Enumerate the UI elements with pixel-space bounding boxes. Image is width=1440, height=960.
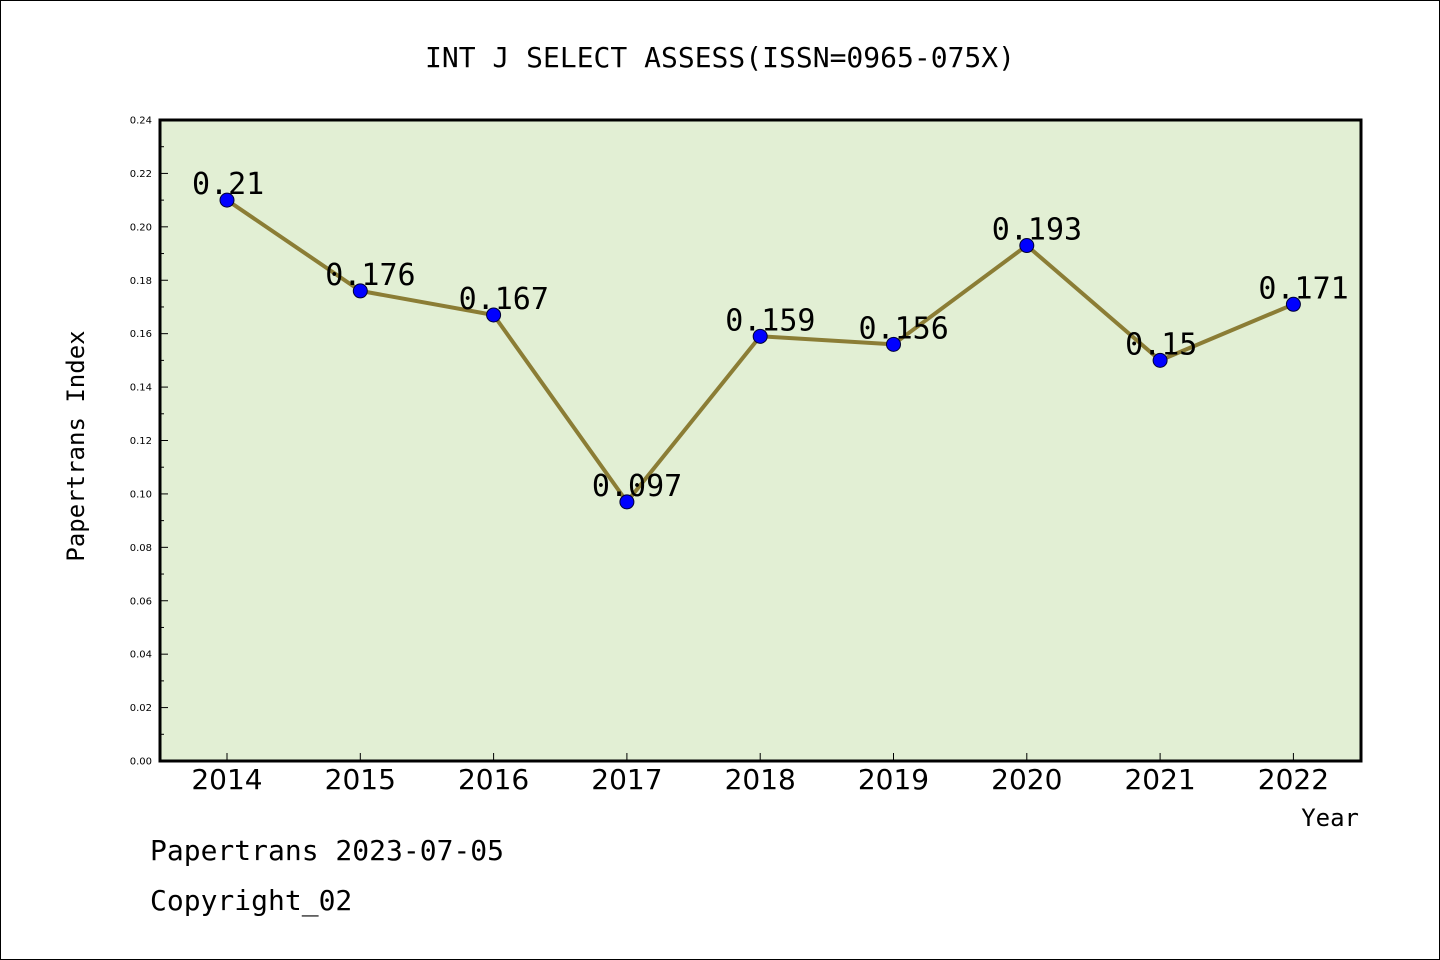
data-label: 0.156 [859, 311, 949, 346]
x-tick-label: 2018 [725, 763, 796, 796]
data-label: 0.159 [725, 303, 815, 338]
data-point [1019, 238, 1035, 254]
data-label: 0.176 [325, 258, 415, 293]
x-tick-label: 2021 [1124, 763, 1195, 796]
x-tick-label: 2017 [591, 763, 662, 796]
x-tick-label: 2015 [325, 763, 396, 796]
data-label: 0.097 [592, 469, 682, 504]
data-label: 0.21 [192, 167, 264, 202]
x-tick-label: 2014 [191, 763, 262, 796]
y-tick-label: 0.08 [130, 543, 152, 554]
data-label: 0.193 [992, 213, 1082, 248]
y-tick-label: 0.04 [130, 650, 152, 661]
x-tick-label: 2020 [991, 763, 1062, 796]
data-point [752, 328, 768, 344]
data-point [1285, 296, 1301, 312]
series-markers [219, 192, 1301, 510]
y-tick-label: 0.24 [130, 116, 152, 127]
y-tick-label: 0.02 [130, 703, 152, 714]
x-tick-label: 2016 [458, 763, 529, 796]
plot-area [158, 118, 1363, 763]
y-tick-label: 0.16 [130, 329, 152, 340]
data-point [486, 307, 502, 323]
y-tick-label: 0.12 [130, 436, 152, 447]
data-point [1152, 352, 1168, 368]
y-tick-label: 0.10 [130, 489, 152, 500]
footer-copyright: Copyright_02 [150, 884, 353, 917]
y-axis-label: Papertrans Index [62, 330, 90, 561]
footer-date: Papertrans 2023-07-05 [150, 834, 505, 867]
data-point [886, 336, 901, 352]
y-tick-label: 0.00 [130, 757, 152, 768]
y-tick-label: 0.14 [130, 383, 152, 394]
y-axis: 0.00 0.02 0.04 0.06 0.08 0.10 0.12 0.14 0.16 0.18… [130, 116, 168, 768]
x-tick-label: 2022 [1258, 763, 1329, 796]
data-point [219, 192, 235, 208]
y-tick-label: 0.20 [130, 222, 152, 233]
chart-title: INT J SELECT ASSESS(ISSN=0965-075X) [425, 41, 1015, 74]
data-point [619, 494, 635, 510]
y-tick-label: 0.06 [130, 596, 152, 607]
x-tick-label: 2019 [858, 763, 929, 796]
data-label: 0.167 [459, 282, 549, 317]
x-axis-label: Year [1301, 804, 1359, 832]
data-labels: 0.21 0.176 0.167 0.097 0.159 0.156 0.193 0.15 0.… [192, 167, 1349, 504]
data-point [352, 283, 368, 299]
y-tick-label: 0.22 [130, 169, 152, 180]
data-label: 0.171 [1258, 271, 1348, 306]
data-label: 0.15 [1125, 327, 1197, 362]
x-axis: 2014 2015 2016 2017 2018 2019 2020 2021 2022 [191, 753, 1329, 796]
y-tick-label: 0.18 [130, 276, 152, 287]
